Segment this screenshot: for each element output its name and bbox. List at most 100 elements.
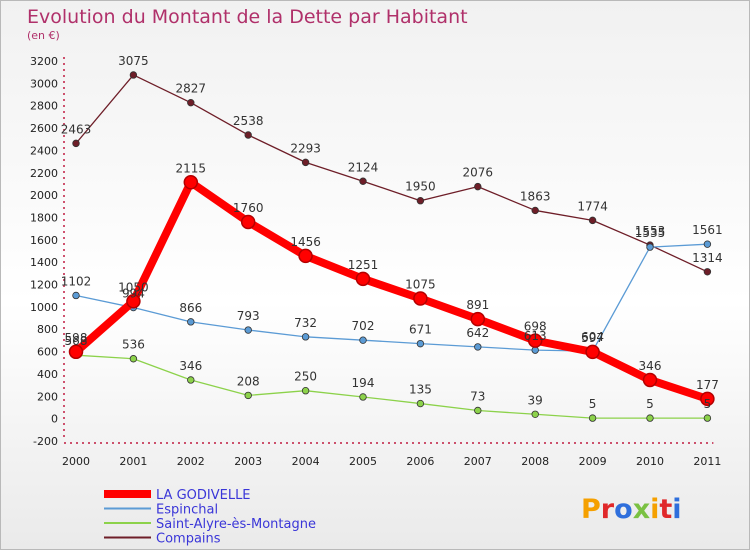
data-point-compains: [187, 98, 195, 107]
data-point-saint-alyre-s-montagne: [588, 414, 597, 422]
data-label-espinchal: 604: [581, 330, 604, 344]
data-point-la-godivelle: [470, 311, 486, 327]
axes: -200 0 200 400 600 800 1000 1200 1400 1600 1800 200…: [30, 55, 721, 468]
series-line-espinchal: [75, 243, 709, 352]
chart-subtitle: (en €): [27, 29, 60, 42]
data-point-la-godivelle: [126, 294, 141, 309]
data-point-espinchal: [416, 339, 425, 348]
data-point-la-godivelle: [68, 344, 84, 360]
data-point-saint-alyre-s-montagne: [301, 387, 310, 395]
data-point-saint-alyre-s-montagne: [187, 376, 195, 384]
data-label-saint-alyre-s-montagne: 194: [352, 376, 375, 390]
data-label-la-godivelle: 2115: [176, 161, 207, 175]
data-point-espinchal: [244, 326, 252, 334]
logo-text: Proxiti: [581, 494, 682, 525]
data-point-espinchal: [187, 318, 195, 326]
y-tick-label: 1000: [30, 301, 58, 314]
data-point-compains: [588, 216, 597, 225]
data-point-saint-alyre-s-montagne: [244, 391, 252, 400]
data-label-espinchal: 1535: [635, 226, 666, 240]
data-label-compains: 3075: [118, 54, 149, 68]
data-point-compains: [359, 177, 367, 185]
y-tick-label: 0: [51, 413, 58, 426]
data-labels-layer: 2463 3075 2827 2538 2293 2124 1950 2076 1863 1774…: [61, 54, 723, 411]
x-tick-label: 2006: [406, 455, 434, 468]
data-point-espinchal: [359, 336, 367, 344]
data-label-la-godivelle: 698: [524, 320, 547, 334]
data-point-la-godivelle: [355, 271, 371, 287]
data-point-la-godivelle: [527, 333, 543, 348]
y-tick-label: 1800: [30, 211, 58, 224]
data-label-compains: 2124: [348, 160, 379, 174]
legend-label-la-godivelle: LA GODIVELLE: [156, 488, 251, 503]
series-line-compains: [75, 74, 709, 273]
data-label-saint-alyre-s-montagne: 568: [65, 334, 88, 348]
data-point-la-godivelle: [298, 248, 313, 264]
data-point-saint-alyre-s-montagne: [703, 414, 712, 422]
x-tick-label: 2011: [693, 455, 721, 468]
data-label-la-godivelle: 1760: [233, 201, 264, 215]
x-tick-label: 2002: [177, 455, 205, 468]
data-label-saint-alyre-s-montagne: 536: [122, 338, 145, 352]
y-tick-label: 200: [37, 390, 58, 403]
data-label-espinchal: 994: [122, 287, 145, 301]
x-tick-label: 2003: [234, 455, 262, 468]
data-label-espinchal: 732: [294, 316, 317, 330]
y-tick-label: 2600: [30, 122, 58, 135]
data-point-espinchal: [703, 240, 712, 248]
legend-label-compains: Compains: [156, 532, 221, 547]
x-tick-label: 2001: [119, 455, 147, 468]
series-line-saint-alyre-s-montagne: [75, 354, 709, 419]
y-tick-label: 2800: [30, 100, 58, 113]
data-label-espinchal: 613: [524, 329, 547, 343]
chart-title: Evolution du Montant de la Dette par Hab…: [27, 6, 468, 28]
y-tick-label: 400: [37, 368, 58, 381]
y-tick-label: 1600: [30, 234, 58, 247]
y-tick-label: 3200: [30, 55, 58, 68]
y-tick-label: 600: [37, 346, 58, 359]
y-tick-label: 1400: [30, 256, 58, 269]
data-label-compains: 1863: [520, 189, 551, 203]
data-label-espinchal: 671: [409, 323, 432, 337]
data-point-la-godivelle: [183, 175, 199, 190]
proxiti-logo: Proxiti: [581, 494, 682, 525]
data-point-compains: [301, 158, 310, 167]
data-label-compains: 2827: [176, 82, 207, 96]
data-point-la-godivelle: [240, 214, 256, 230]
data-point-saint-alyre-s-montagne: [474, 406, 482, 415]
x-tick-label: 2010: [636, 455, 664, 468]
data-label-saint-alyre-s-montagne: 5: [589, 397, 597, 411]
x-tick-label: 2007: [464, 455, 492, 468]
x-tick-label: 2009: [579, 455, 607, 468]
data-point-saint-alyre-s-montagne: [359, 393, 367, 401]
data-point-espinchal: [646, 243, 654, 251]
y-tick-label: 3000: [30, 77, 58, 90]
data-label-saint-alyre-s-montagne: 5: [646, 397, 654, 411]
data-label-la-godivelle: 1075: [405, 278, 436, 292]
data-label-saint-alyre-s-montagne: 250: [294, 370, 317, 384]
data-point-compains: [72, 139, 80, 148]
x-tick-label: 2004: [292, 455, 320, 468]
data-label-saint-alyre-s-montagne: 39: [528, 393, 543, 407]
data-point-espinchal: [474, 343, 482, 351]
data-label-saint-alyre-s-montagne: 135: [409, 383, 432, 397]
y-tick-label: -200: [33, 435, 58, 448]
data-label-la-godivelle: 1251: [348, 258, 379, 272]
y-tick-label: 2000: [30, 189, 58, 202]
data-label-la-godivelle: 598: [65, 331, 88, 345]
series-line-la-godivelle: [72, 178, 712, 403]
data-point-saint-alyre-s-montagne: [129, 355, 138, 363]
data-point-compains: [531, 206, 539, 215]
data-point-espinchal: [72, 291, 80, 300]
data-label-espinchal: 642: [466, 326, 489, 340]
data-label-compains: 2538: [233, 114, 264, 128]
x-tick-label: 2008: [521, 455, 549, 468]
y-tick-label: 1200: [30, 279, 58, 292]
data-label-la-godivelle: 177: [696, 378, 719, 392]
data-label-saint-alyre-s-montagne: 346: [179, 359, 202, 373]
data-label-espinchal: 793: [237, 309, 260, 323]
data-label-espinchal: 702: [352, 319, 375, 333]
data-label-la-godivelle: 1050: [118, 280, 149, 294]
x-tick-label: 2000: [62, 455, 90, 468]
